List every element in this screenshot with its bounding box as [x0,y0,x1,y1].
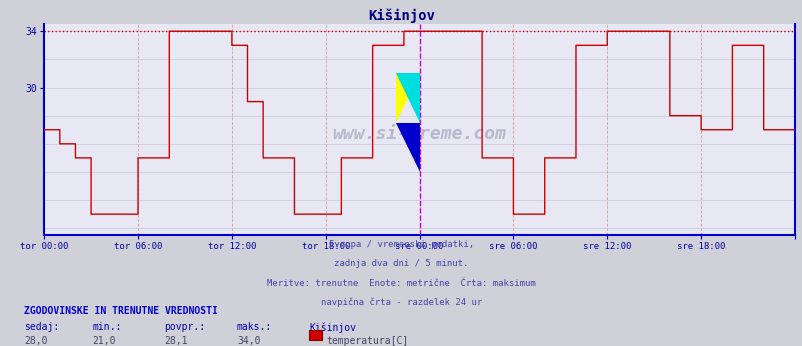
Text: 28,1: 28,1 [164,336,188,346]
Text: Evropa / vremenski podatki,: Evropa / vremenski podatki, [329,240,473,249]
Text: navpična črta - razdelek 24 ur: navpična črta - razdelek 24 ur [321,298,481,307]
Text: Kišinjov: Kišinjov [309,322,356,333]
Text: sedaj:: sedaj: [24,322,59,333]
Polygon shape [395,73,419,123]
Text: ZGODOVINSKE IN TRENUTNE VREDNOSTI: ZGODOVINSKE IN TRENUTNE VREDNOSTI [24,306,217,316]
Text: maks.:: maks.: [237,322,272,333]
Text: 21,0: 21,0 [92,336,115,346]
Polygon shape [395,123,419,172]
Text: temperatura[C]: temperatura[C] [326,336,408,346]
Text: zadnja dva dni / 5 minut.: zadnja dva dni / 5 minut. [334,260,468,268]
Text: povpr.:: povpr.: [164,322,205,333]
Text: www.si-vreme.com: www.si-vreme.com [332,125,506,143]
Text: 28,0: 28,0 [24,336,47,346]
Text: Kišinjov: Kišinjov [367,9,435,23]
Text: Meritve: trenutne  Enote: metrične  Črta: maksimum: Meritve: trenutne Enote: metrične Črta: … [267,279,535,288]
Text: 34,0: 34,0 [237,336,260,346]
Polygon shape [395,73,419,123]
Text: min.:: min.: [92,322,122,333]
